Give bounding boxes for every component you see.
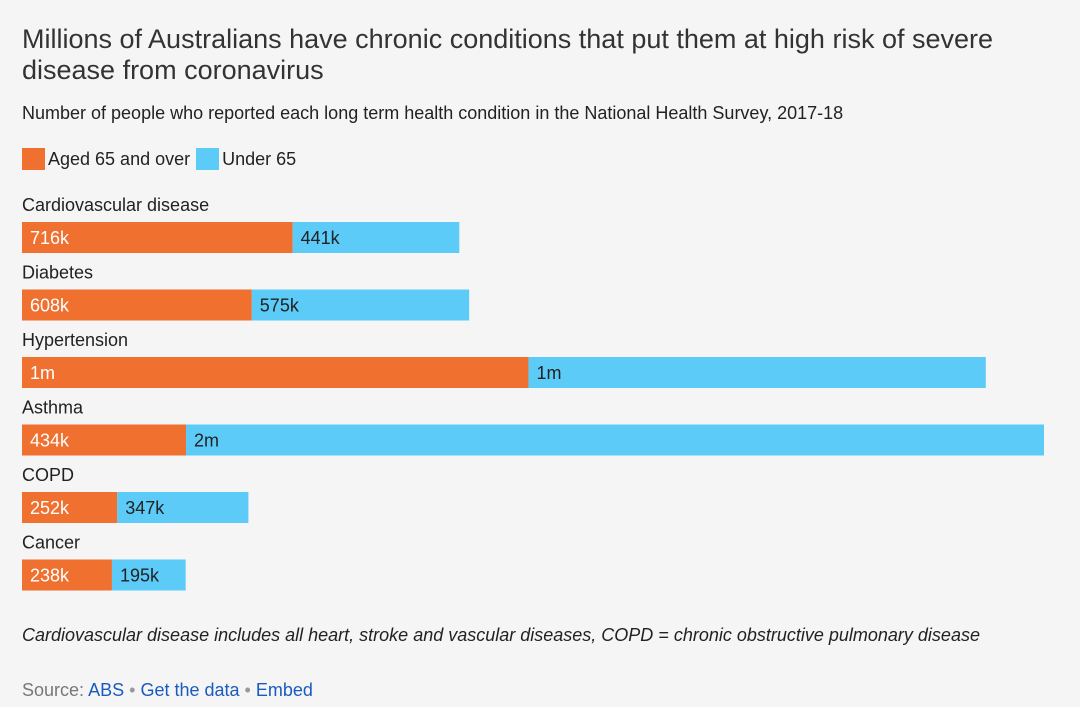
data-label-under65: 1m [536,363,561,383]
bar-under65 [292,222,460,253]
legend-label-under65: Under 65 [222,148,297,169]
data-label-under65: 347k [125,498,165,518]
data-label-aged65: 608k [30,296,70,316]
category-label: COPD [22,465,74,485]
chart-title: Millions of Australians have chronic con… [22,24,993,85]
category-label: Cardiovascular disease [22,195,209,215]
source-link-abs[interactable]: ABS [88,680,125,700]
get-the-data-link[interactable]: Get the data [140,680,240,700]
legend-swatch-aged65 [22,148,45,170]
source-line: Source: ABS • Get the data • Embed [22,680,313,701]
bar-aged65 [22,222,293,253]
bar-aged65 [22,559,112,591]
separator: • [244,680,251,700]
data-label-aged65: 716k [30,228,70,248]
legend: Aged 65 and over Under 65 [22,148,302,170]
bar-under65 [528,357,986,388]
data-label-aged65: 238k [30,566,70,586]
data-label-aged65: 1m [30,363,55,383]
bar-aged65 [22,289,252,321]
category-label: Asthma [22,398,84,418]
data-label-under65: 195k [120,566,160,586]
data-label-aged65: 434k [30,431,70,451]
bar-under65 [117,492,249,523]
data-label-under65: 2m [194,431,219,451]
legend-item-aged65: Aged 65 and over [22,148,190,170]
source-label: Source: [22,680,85,700]
category-label: Cancer [22,533,80,553]
bar-aged65 [22,492,118,523]
chart-subtitle: Number of people who reported each long … [22,103,844,123]
bar-aged65 [22,424,187,456]
chart-footnote: Cardiovascular disease includes all hear… [22,625,980,645]
legend-item-under65: Under 65 [196,148,296,170]
data-label-under65: 441k [301,228,341,248]
bar-aged65 [22,357,529,388]
data-label-aged65: 252k [30,498,70,518]
bar-under65 [186,424,1044,456]
category-label: Diabetes [22,263,93,283]
data-label-under65: 575k [260,296,300,316]
separator: • [129,680,136,700]
legend-label-aged65: Aged 65 and over [48,148,191,169]
embed-link[interactable]: Embed [255,680,313,700]
stacked-bar-chart: Cardiovascular disease 716k 441k Diabetes 60… [22,195,1044,591]
bar-under65 [111,559,186,591]
legend-swatch-under65 [196,148,220,170]
bar-under65 [251,289,470,321]
category-label: Hypertension [22,330,128,350]
